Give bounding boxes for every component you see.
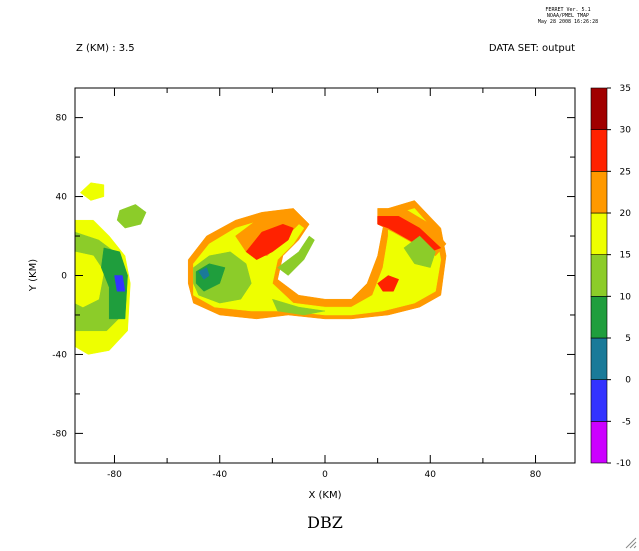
y-tick-label: -40 [52,350,67,360]
y-tick-label: 80 [56,114,68,124]
x-tick-label: 0 [322,470,328,480]
region-arc-south-green [271,298,326,316]
colorbar-tick-label: 10 [620,292,632,302]
ferret-stamp: FERRET Ver. 5.1 NOAA/PMEL TMAP May 28 20… [538,7,598,25]
region-west-cell-green [101,247,128,320]
region-arc-teal-west [198,267,210,280]
colorbar-segment [590,337,608,380]
colorbar-segment [590,212,608,255]
ferret-stamp-line-1: FERRET Ver. 5.1 [545,7,590,13]
ferret-stamp-line-2: NOAA/PMEL TMAP [547,13,589,19]
plot-frame [74,87,576,464]
region-nw-blob-green [116,204,147,229]
x-axis-label: X (KM) [308,490,341,501]
ferret-stamp-line-3: May 28 2008 16:26:28 [538,19,598,25]
region-west-cell-blue [114,275,126,292]
dataset-label: DATA SET: output [489,43,575,54]
region-arc-se-red [377,275,400,292]
chart-title: DBZ [307,513,343,532]
colorbar-segment [590,421,608,464]
colorbar-tick-label: 5 [625,334,631,344]
resize-grip-icon[interactable] [625,537,637,549]
colorbar: -10 -5 0 5 10 15 20 25 30 35 [590,84,632,469]
y-tick-label: -80 [52,429,67,439]
colorbar-segment [590,254,608,297]
x-tick-label: -80 [107,470,122,480]
y-tick-label: 0 [61,272,67,282]
region-west-cell-inner [75,251,105,308]
y-axis-label: Y (KM) [28,259,39,292]
x-tick-label: 80 [530,470,542,480]
colorbar-tick-label: 25 [620,167,631,177]
region-arc-green-inner [277,235,315,276]
colorbar-tick-label: -10 [616,459,631,469]
axis-ticks: -80 -40 0 40 80 80 40 0 -40 -80 [52,88,575,480]
region-nw-blob-yellow [79,182,105,201]
y-tick-label: 40 [56,193,68,203]
colorbar-segment [590,296,608,339]
colorbar-segment [590,129,608,172]
colorbar-tick-label: 30 [620,126,632,136]
colorbar-segment [590,171,608,214]
region-arc-ne-green [403,235,436,268]
x-tick-label: -40 [212,470,227,480]
colorbar-tick-label: 35 [620,84,631,94]
z-level-label: Z (KM) : 3.5 [76,43,135,54]
colorbar-tick-label: 15 [620,251,631,261]
colorbar-tick-label: 0 [625,376,631,386]
x-tick-label: 40 [425,470,437,480]
colorbar-segment [590,87,608,130]
region-arc-red-nw [245,223,294,260]
colorbar-segment [590,379,608,422]
colorbar-tick-label: 20 [620,209,632,219]
colorbar-tick-label: -5 [622,417,631,427]
heatmap-regions [75,182,447,355]
